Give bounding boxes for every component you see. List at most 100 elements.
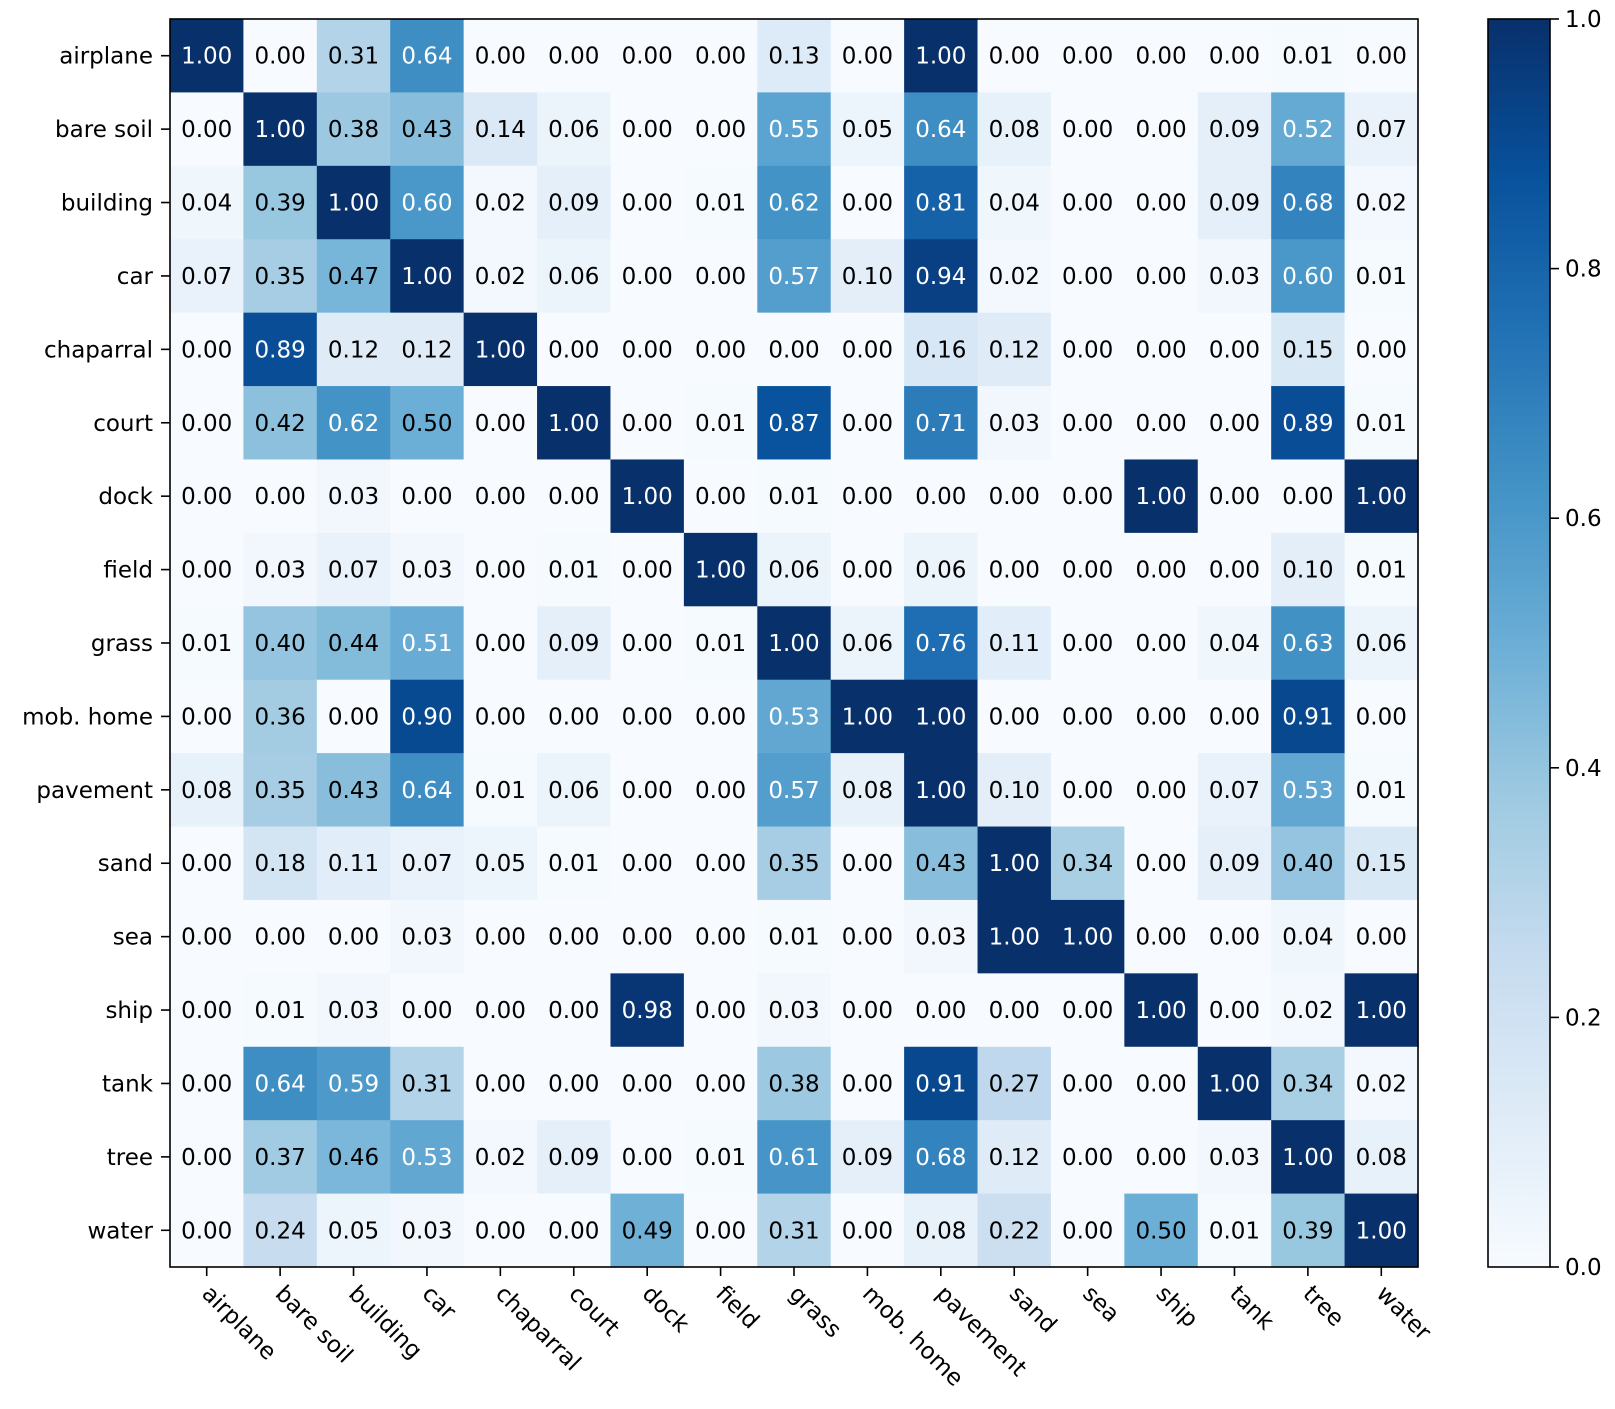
- cell-value-label: 0.05: [328, 1218, 379, 1244]
- cell-value-label: 0.00: [475, 44, 526, 70]
- cell-value-label: 0.68: [1282, 191, 1333, 217]
- heatmap-cell: [1344, 973, 1419, 1048]
- heatmap-cell: [1050, 312, 1125, 387]
- heatmap-cell: [463, 606, 538, 681]
- cell-value-label: 0.55: [768, 117, 819, 143]
- cell-value-label: 0.53: [768, 704, 819, 730]
- cell-value-label: 0.00: [255, 484, 306, 510]
- heatmap-cell: [830, 753, 905, 828]
- heatmap-cell: [390, 606, 465, 681]
- cell-value-label: 0.00: [1062, 337, 1113, 363]
- heatmap-cell: [683, 19, 758, 94]
- cell-value-label: 0.12: [401, 337, 452, 363]
- x-tick-label: airplane: [196, 1281, 281, 1366]
- cell-value-label: 1.00: [548, 411, 599, 437]
- cell-value-label: 0.09: [842, 1145, 893, 1171]
- heatmap-cell: [316, 19, 391, 94]
- heatmap-cell: [170, 679, 245, 754]
- heatmap-cell: [610, 459, 685, 534]
- cell-value-label: 0.00: [1062, 484, 1113, 510]
- cell-value-label: 0.02: [475, 264, 526, 290]
- heatmap-cell: [610, 92, 685, 167]
- cell-value-label: 0.00: [1356, 337, 1407, 363]
- cell-value-label: 0.00: [181, 998, 232, 1024]
- x-tick-label: tank: [1224, 1281, 1279, 1336]
- cell-value-label: 0.00: [842, 558, 893, 584]
- cell-value-label: 0.57: [768, 264, 819, 290]
- x-tick-label: bare soil: [270, 1281, 358, 1369]
- y-tick-label: tank: [102, 1071, 154, 1097]
- cell-value-label: 0.00: [1135, 337, 1186, 363]
- y-tick-label: sea: [113, 925, 153, 951]
- cell-value-label: 0.07: [401, 851, 452, 877]
- heatmap-cell: [316, 239, 391, 314]
- heatmap-cell: [316, 973, 391, 1048]
- heatmap-cell: [243, 1193, 318, 1268]
- heatmap-cell: [316, 753, 391, 828]
- cell-value-label: 0.07: [328, 558, 379, 584]
- cell-value-label: 0.31: [768, 1218, 819, 1244]
- cell-value-label: 0.00: [328, 925, 379, 951]
- cell-value-label: 0.01: [695, 631, 746, 657]
- cell-value-label: 0.00: [1356, 704, 1407, 730]
- heatmap-cell: [463, 165, 538, 240]
- cell-value-label: 0.00: [622, 925, 673, 951]
- heatmap-cell: [1344, 19, 1419, 94]
- heatmap-cell: [830, 312, 905, 387]
- cell-value-label: 0.42: [255, 411, 306, 437]
- heatmap-cell: [463, 679, 538, 754]
- heatmap-cell: [683, 1120, 758, 1195]
- cell-value-label: 0.90: [401, 704, 452, 730]
- cell-value-label: 0.00: [181, 851, 232, 877]
- cell-value-label: 0.00: [768, 337, 819, 363]
- cell-value-label: 0.60: [401, 191, 452, 217]
- x-tick-label: building: [343, 1281, 427, 1365]
- heatmap-cell: [1197, 239, 1272, 314]
- cell-value-label: 0.00: [1062, 1145, 1113, 1171]
- cell-value-label: 0.11: [328, 851, 379, 877]
- cell-value-label: 1.00: [1356, 484, 1407, 510]
- heatmap-cell: [683, 459, 758, 534]
- heatmap-cell: [683, 899, 758, 974]
- y-tick-label: field: [103, 558, 153, 584]
- heatmap-cell: [610, 239, 685, 314]
- heatmap-cell: [1271, 532, 1346, 607]
- heatmap-cell: [1197, 899, 1272, 974]
- y-tick-label: court: [93, 411, 153, 437]
- heatmap-cell: [610, 1193, 685, 1268]
- heatmap-cell: [904, 679, 979, 754]
- cell-value-label: 0.08: [842, 778, 893, 804]
- heatmap-cell: [1344, 239, 1419, 314]
- cell-value-label: 0.89: [255, 337, 306, 363]
- heatmap-cell: [1050, 679, 1125, 754]
- heatmap-cell: [537, 973, 612, 1048]
- heatmap-cell: [1344, 459, 1419, 534]
- cell-value-label: 0.00: [695, 851, 746, 877]
- cell-value-label: 0.00: [1062, 44, 1113, 70]
- heatmap-cell: [1197, 973, 1272, 1048]
- cell-value-label: 0.81: [915, 191, 966, 217]
- heatmap-cell: [463, 19, 538, 94]
- cell-value-label: 1.00: [989, 851, 1040, 877]
- heatmap-cell: [463, 899, 538, 974]
- heatmap-cell: [170, 386, 245, 461]
- cell-value-label: 0.00: [475, 925, 526, 951]
- heatmap-cell: [390, 1120, 465, 1195]
- heatmap-cell: [1197, 92, 1272, 167]
- cell-value-label: 0.00: [1282, 484, 1333, 510]
- heatmap-cell: [243, 753, 318, 828]
- cell-value-label: 0.00: [915, 484, 966, 510]
- cell-value-label: 1.00: [1356, 998, 1407, 1024]
- cell-value-label: 0.00: [401, 484, 452, 510]
- cell-value-label: 0.62: [768, 191, 819, 217]
- cell-value-label: 0.00: [548, 337, 599, 363]
- heatmap-cell: [757, 532, 832, 607]
- cell-value-label: 1.00: [915, 778, 966, 804]
- cell-value-label: 0.07: [1356, 117, 1407, 143]
- cell-value-label: 1.00: [842, 704, 893, 730]
- x-tick-label: ship: [1151, 1281, 1203, 1333]
- cell-value-label: 0.00: [1135, 191, 1186, 217]
- y-tick-label: building: [61, 191, 153, 217]
- cell-value-label: 0.00: [475, 1218, 526, 1244]
